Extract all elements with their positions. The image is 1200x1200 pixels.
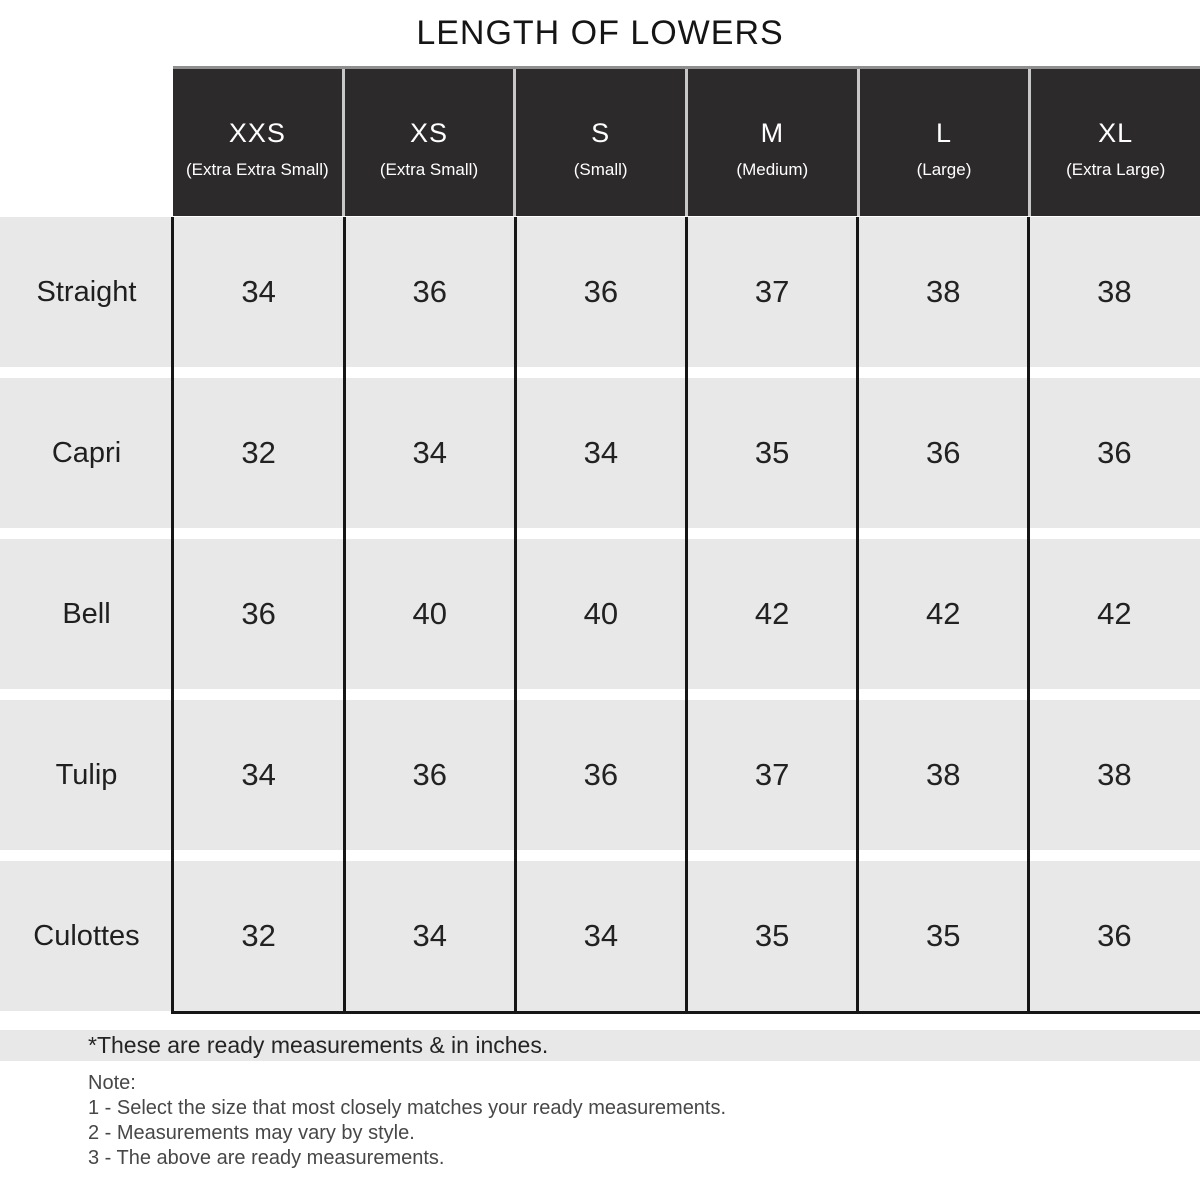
column-header-l: L (Large) <box>859 69 1029 216</box>
column-fullname-label: (Medium) <box>736 159 809 179</box>
column-fullname-label: (Extra Small) <box>379 159 479 179</box>
column-fullname-label: (Small) <box>573 159 628 179</box>
table-cell: 32 <box>173 861 345 1011</box>
note-item: 2 - Measurements may vary by style. <box>88 1122 415 1144</box>
table-bottom-border <box>171 1011 1200 1014</box>
column-fullname-label: (Extra Extra Small) <box>186 159 329 179</box>
table-cell: 38 <box>857 217 1029 367</box>
table-cell: 42 <box>1028 539 1200 689</box>
table-cell: 36 <box>344 217 516 367</box>
column-divider-line <box>171 217 174 1011</box>
column-size-label: L <box>935 117 952 148</box>
table-cell: 34 <box>173 217 345 367</box>
table-header-row: XXS (Extra Extra Small) XS (Extra Small)… <box>173 66 1200 216</box>
note-item: 1 - Select the size that most closely ma… <box>88 1097 727 1119</box>
table-cell: 40 <box>344 539 516 689</box>
column-header-m: M (Medium) <box>688 69 857 216</box>
column-divider-line <box>856 217 859 1011</box>
column-header-s: S (Small) <box>516 69 685 216</box>
column-size-label: M <box>760 117 785 148</box>
footnote-strip: *These are ready measurements & in inche… <box>0 1030 1200 1061</box>
row-label: Tulip <box>0 700 173 850</box>
row-label: Capri <box>0 378 173 528</box>
footnote-text: *These are ready measurements & in inche… <box>88 1032 549 1058</box>
table-cell: 32 <box>173 378 345 528</box>
column-header-xl: XL (Extra Large) <box>1031 69 1200 216</box>
table-cell: 35 <box>686 861 858 1011</box>
table-body: Straight 34 36 36 37 38 38 Capri 32 34 3… <box>0 217 1200 1011</box>
table-row-tulip: Tulip 34 36 36 37 38 38 <box>0 700 1200 850</box>
table-row-culottes: Culottes 32 34 34 35 35 36 <box>0 861 1200 1011</box>
table-cell: 34 <box>344 861 516 1011</box>
table-cell: 34 <box>515 378 687 528</box>
column-divider-line <box>343 217 346 1011</box>
column-size-label: XXS <box>228 117 286 148</box>
column-header-xxs: XXS (Extra Extra Small) <box>173 69 342 216</box>
table-cell: 36 <box>1028 378 1200 528</box>
column-divider-line <box>1027 217 1030 1011</box>
table-row-capri: Capri 32 34 34 35 36 36 <box>0 378 1200 528</box>
table-cell: 35 <box>857 861 1029 1011</box>
column-fullname-label: (Large) <box>916 159 972 179</box>
table-cell: 34 <box>344 378 516 528</box>
column-size-label: XS <box>409 117 448 148</box>
column-size-label: S <box>591 117 611 148</box>
table-cell: 38 <box>1028 700 1200 850</box>
column-fullname-label: (Extra Large) <box>1066 159 1166 179</box>
table-cell: 36 <box>857 378 1029 528</box>
table-cell: 36 <box>1028 861 1200 1011</box>
table-cell: 34 <box>515 861 687 1011</box>
column-header-xs: XS (Extra Small) <box>344 69 514 216</box>
table-cell: 42 <box>686 539 858 689</box>
table-cell: 42 <box>857 539 1029 689</box>
table-cell: 36 <box>344 700 516 850</box>
table-cell: 36 <box>173 539 345 689</box>
table-cell: 37 <box>686 217 858 367</box>
table-cell: 36 <box>515 217 687 367</box>
table-row-straight: Straight 34 36 36 37 38 38 <box>0 217 1200 367</box>
table-cell: 34 <box>173 700 345 850</box>
column-divider-line <box>514 217 517 1011</box>
notes-block: Note: 1 - Select the size that most clos… <box>88 1071 726 1171</box>
table-row-bell: Bell 36 40 40 42 42 42 <box>0 539 1200 689</box>
table-cell: 38 <box>1028 217 1200 367</box>
note-item: 3 - The above are ready measurements. <box>88 1147 445 1169</box>
column-divider-line <box>685 217 688 1011</box>
table-cell: 35 <box>686 378 858 528</box>
table-cell: 36 <box>515 700 687 850</box>
notes-heading: Note: <box>88 1072 136 1094</box>
row-label: Straight <box>0 217 173 367</box>
table-cell: 37 <box>686 700 858 850</box>
row-label: Bell <box>0 539 173 689</box>
table-cell: 40 <box>515 539 687 689</box>
table-cell: 38 <box>857 700 1029 850</box>
column-size-label: XL <box>1098 117 1134 148</box>
row-label: Culottes <box>0 861 173 1011</box>
chart-title: LENGTH OF LOWERS <box>416 14 784 52</box>
